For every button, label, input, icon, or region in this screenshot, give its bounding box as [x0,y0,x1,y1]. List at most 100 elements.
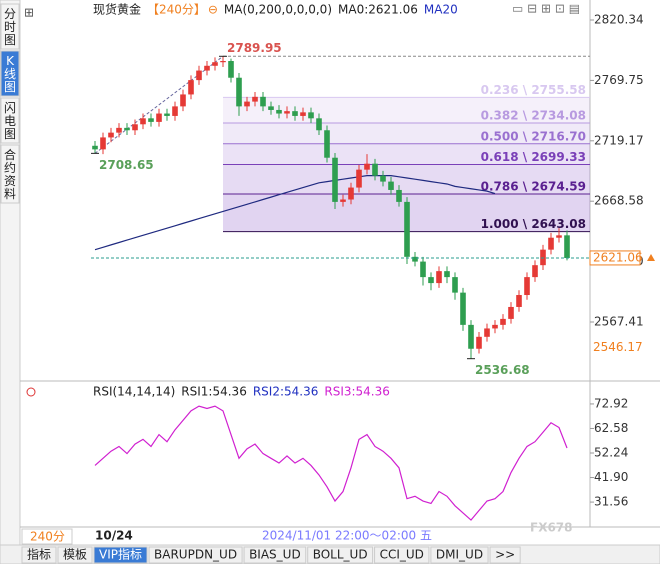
side-tab[interactable] [0,50,20,97]
candle-body [100,137,106,150]
fib-band [223,164,590,195]
candle-body [492,324,498,329]
candle-body [324,130,330,158]
side-tab-label: 合约资料 [4,147,16,201]
candle-body [156,113,162,122]
candle-body [364,163,370,170]
candle-body [92,145,98,150]
bottom-tab[interactable] [57,546,93,564]
candle-body [428,277,434,284]
candle-body [556,235,562,238]
candle-body [316,118,322,131]
candle-body [268,106,274,110]
candle-body [356,169,362,188]
candle-body [404,201,410,257]
bottom-tab-label: VIP指标 [99,547,142,562]
candle-body [260,96,266,107]
header-text: MA0:2621.06 [338,3,418,17]
side-tab[interactable] [0,3,20,50]
y-tick-label: 2567.41 [594,314,644,328]
bottom-tab[interactable] [489,546,521,564]
candle-body [500,318,506,325]
bottom-tab[interactable] [21,546,57,564]
candle-body [180,94,186,107]
side-tab[interactable] [0,97,20,144]
candle-body [132,124,138,131]
last-price-label: 2621.06 [593,250,643,264]
candle-body [204,65,210,71]
fib-label: 0.618 \ 2699.33 [481,150,586,164]
bottom-tab[interactable] [148,546,243,564]
candle-body [548,237,554,250]
candle-body [396,189,402,202]
settings-icon[interactable] [26,387,36,397]
bottom-tab[interactable] [374,546,430,564]
bottom-tab[interactable] [243,546,307,564]
side-tab[interactable] [0,144,20,204]
bottom-tab-label: BOLL_UD [313,548,368,562]
ma-icon: ⊖ [208,3,218,17]
candle-body [308,112,314,119]
fib-band [223,143,590,165]
annotation: 2708.65 [99,158,154,172]
candle-body [524,277,530,296]
candle-body [348,187,354,200]
toolbar-icons[interactable]: ▭ ⊟ ⊞ ⊡ ▤ [512,2,580,16]
y-tick-label: 31.56 [594,495,628,509]
expand-icon[interactable]: ⊞ [24,6,34,20]
crosshair-label: 2024/11/01 22:00～02:00 五 [262,529,432,543]
bottom-tab-label: BARUPDN_UD [154,548,237,562]
candle-body [236,77,242,107]
period-button[interactable] [21,528,73,545]
candle-body [340,199,346,202]
candle-body [436,271,442,284]
candle-body [468,324,474,349]
candle-body [276,109,282,114]
y-tick-label: 72.92 [594,396,628,410]
candle-body [516,295,522,307]
period-button-label: 240分 [30,530,65,544]
bottom-tab[interactable] [93,546,148,564]
x-tick-label: 10/24 [95,529,133,543]
side-tab-label: 分时图 [4,7,16,47]
bottom-tab-label: 指标 [27,547,51,562]
candle-body [172,106,178,116]
candle-body [484,328,490,337]
side-tab-label: K 线图 [4,54,16,94]
rsi-line [94,405,568,521]
fib-band [223,122,590,144]
candle-body [220,61,226,63]
fib-label: 0.382 \ 2734.08 [481,108,586,122]
trend-line [94,55,224,154]
side-tab-label: 闪电图 [4,101,16,141]
y-tick-label: 2668.58 [594,194,644,208]
candle-body [420,261,426,278]
candle-body [412,256,418,262]
fib-label: 0.786 \ 2674.59 [481,180,586,194]
annotation: 2536.68 [475,363,530,377]
candle-body [292,111,298,116]
fib-band [223,97,590,123]
candle-body [116,127,122,133]
fib-label: 0.236 \ 2755.58 [481,83,586,97]
y-tick-label: 2719.17 [594,133,644,147]
y-tick-label: 62.58 [594,421,628,435]
candle-body [188,80,194,95]
annotation: 2789.95 [227,41,282,55]
legend-label: MA20 [424,3,458,17]
candle-body [124,127,130,131]
y-tick-label: 2769.75 [594,73,644,87]
candle-body [300,112,306,116]
candle-body [540,249,546,266]
candle-body [380,175,386,182]
bottom-tab-label: BIAS_UD [249,548,301,562]
candle-body [372,163,378,176]
bottom-tab[interactable] [430,546,489,564]
bottom-tab-label: CCI_UD [380,548,424,562]
y-tick-label: 52.24 [594,446,628,460]
axis-marker: 2546.17 [593,340,643,354]
watermark: FX678 [530,521,573,535]
bottom-tab[interactable] [307,546,374,564]
legend-label: RSI1:54.36 [181,385,247,399]
candle-body [148,118,154,122]
